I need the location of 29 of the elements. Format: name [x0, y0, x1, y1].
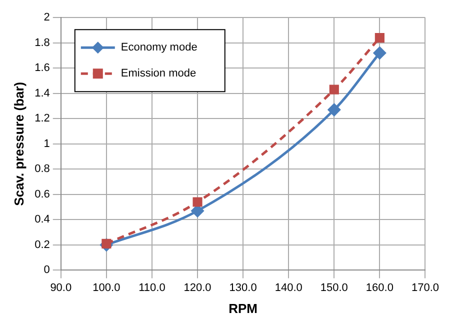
- point: [373, 46, 386, 60]
- x-tick-label: 100.0: [92, 282, 120, 294]
- y-tick-label: 2: [44, 12, 50, 24]
- y-tick-label: 1.8: [34, 36, 50, 49]
- x-tick-label: 140.0: [274, 282, 302, 294]
- point: [192, 197, 202, 207]
- y-tick-label: 1: [44, 138, 50, 150]
- point: [329, 84, 339, 94]
- x-axis-title: RPM: [228, 300, 258, 316]
- legend-label: Emission mode: [120, 68, 196, 80]
- x-tick-label: 160.0: [366, 282, 394, 294]
- x-tick-label: 90.0: [50, 282, 72, 294]
- x-tick-label: 130.0: [229, 282, 257, 294]
- y-tick-label: 1.6: [34, 62, 50, 74]
- x-tick-label: 150.0: [320, 282, 348, 294]
- y-tick-label: 0.6: [34, 188, 50, 200]
- point: [374, 33, 384, 43]
- y-tick-label: 1.4: [34, 87, 50, 100]
- y-tick-label: 0.8: [34, 163, 50, 176]
- x-tick-label: 170.0: [411, 282, 439, 294]
- y-tick-label: 0.2: [34, 238, 50, 251]
- legend-label: Economy mode: [120, 42, 198, 54]
- point: [328, 104, 340, 116]
- x-tick-label: 120.0: [184, 282, 212, 294]
- y-tick-label: 0: [44, 264, 50, 276]
- x-tick-label: 110.0: [138, 282, 166, 294]
- y-axis-title: Scav. pressure (bar): [11, 82, 26, 206]
- y-tick-label: 0.4: [34, 214, 50, 226]
- y-tick-label: 1.2: [34, 112, 50, 125]
